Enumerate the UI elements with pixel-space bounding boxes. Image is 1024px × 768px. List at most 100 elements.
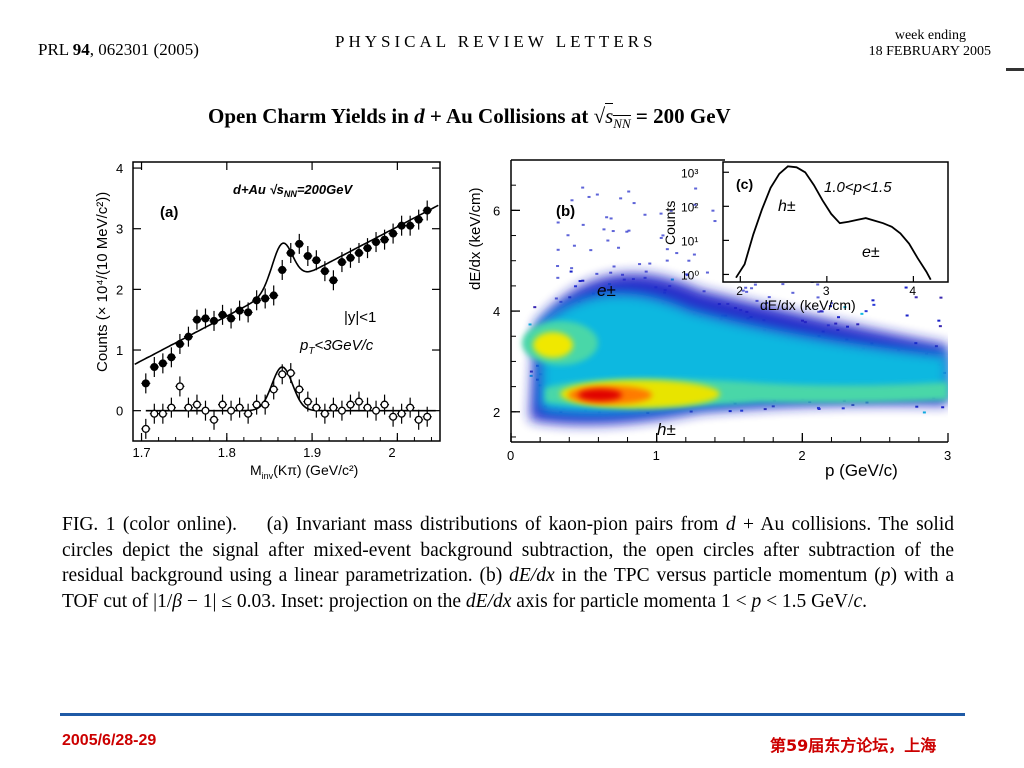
caption-text-8: . (862, 590, 867, 612)
panel-a-system-label: d+Au √sNN=200GeV (233, 182, 353, 199)
b-speckle-sparse (675, 252, 679, 255)
caption-dedx-2: dE/dx (465, 590, 512, 612)
b-ytick-label: 2 (493, 405, 500, 420)
b-speckle (819, 310, 823, 313)
a-point-open (261, 400, 270, 409)
b-speckle (529, 374, 533, 377)
a-ytick-label: 4 (116, 161, 123, 176)
panel-a-ylabel: Counts (× 10⁴/(10 MeV/c²)) (94, 192, 111, 372)
title-d: d (414, 104, 425, 128)
panel-b-h-label: h± (657, 420, 676, 439)
panel-b-xlabel: p (GeV/c) (825, 461, 898, 480)
caption-c: c (853, 590, 863, 612)
a-ytick-label: 3 (116, 222, 123, 237)
a-point-open (389, 412, 398, 421)
b-speckle-sparse (741, 289, 745, 292)
heatmap-e-core (533, 332, 573, 358)
a-point-open (303, 397, 312, 406)
b-speckle-sparse (566, 234, 570, 237)
c-xtick-label: 3 (823, 284, 830, 298)
b-xtick-label: 2 (798, 448, 805, 463)
b-speckle (763, 408, 767, 411)
a-point-filled (312, 256, 321, 265)
journal-name: PHYSICAL REVIEW LETTERS (335, 32, 657, 51)
b-speckle-sparse (570, 199, 574, 202)
b-speckle-sparse (659, 212, 663, 215)
a-point-open (320, 409, 329, 418)
b-speckle-sparse (755, 299, 759, 302)
b-speckle (860, 312, 864, 315)
caption-dedx-1: dE/dx (509, 565, 555, 587)
a-point-open (346, 400, 355, 409)
a-point-filled (167, 353, 176, 362)
b-speckle-sparse (572, 244, 576, 247)
journal-reference: PRL 94, 062301 (2005) (38, 40, 199, 60)
b-speckle (816, 406, 820, 409)
a-point-filled (218, 310, 227, 319)
b-speckle (937, 319, 941, 322)
a-point-open (192, 400, 202, 409)
b-speckle-sparse (692, 253, 696, 256)
a-point-filled (380, 235, 389, 244)
b-speckle (914, 296, 918, 299)
title-text-2: + Au Collisions at (424, 104, 594, 128)
b-speckle-sparse (687, 259, 691, 262)
b-ytick-label: 4 (493, 304, 500, 319)
caption-beta: β (172, 590, 182, 612)
b-speckle-sparse (595, 193, 599, 196)
caption-text-2: + Au collisions. The solid circles depic… (62, 514, 954, 587)
caption-text-4: ) with a TOF cut of |1/ (62, 565, 955, 612)
week-ending: week ending (894, 28, 966, 43)
b-speckle (829, 305, 833, 308)
b-speckle (864, 310, 868, 313)
a-point-open (414, 415, 423, 424)
b-speckle-sparse (817, 310, 821, 313)
journal-ref-suffix: , 062301 (2005) (89, 40, 199, 59)
b-speckle (843, 306, 847, 309)
b-speckle (528, 323, 532, 326)
b-speckle-sparse (745, 290, 749, 293)
a-point-open (397, 409, 406, 418)
title-sub-nn: NN (613, 115, 631, 132)
journal-volume: 94 (72, 40, 90, 59)
b-speckle-sparse (587, 195, 591, 198)
b-speckle-sparse (765, 301, 769, 304)
a-point-filled (320, 267, 329, 276)
b-speckle-sparse (632, 202, 636, 205)
b-speckle (841, 407, 845, 410)
a-point-filled (150, 362, 159, 372)
panel-b-e-label: e± (597, 281, 616, 300)
panel-a-xlabel: Minv(Kπ) (GeV/c²) (250, 462, 358, 481)
b-speckle-sparse (556, 276, 560, 279)
a-point-filled (141, 379, 150, 388)
b-speckle-sparse (581, 186, 585, 189)
a-point-filled (201, 314, 210, 323)
a-point-open (295, 385, 304, 394)
a-point-filled (175, 339, 184, 349)
b-speckle (581, 279, 585, 282)
a-point-open (244, 409, 253, 418)
footer-date: 2005/6/28-29 (62, 732, 157, 749)
article-title: Open Charm Yields in d + Au Collisions a… (208, 103, 731, 132)
caption-text-1: (a) Invariant mass distributions of kaon… (266, 514, 726, 535)
b-speckle-sparse (713, 220, 717, 223)
a-point-filled (346, 253, 355, 262)
a-point-open (423, 412, 432, 421)
b-speckle (938, 325, 942, 328)
b-speckle-sparse (605, 216, 609, 219)
journal-ref-prefix: PRL (38, 40, 73, 59)
a-point-filled (397, 221, 406, 230)
caption-p-1: p (880, 565, 891, 587)
panel-a-ticks: 1.7 1.8 1.9 2 0 1 2 3 4 (116, 161, 440, 460)
a-point-open (329, 403, 338, 412)
panel-c-h-label: h± (778, 198, 796, 215)
b-speckle-sparse (644, 270, 648, 273)
a-point-open (380, 400, 389, 409)
a-xtick-label: 1.8 (218, 445, 236, 460)
b-speckle (939, 296, 943, 299)
a-point-filled (244, 308, 253, 317)
c-xtick-label: 2 (736, 284, 743, 298)
b-speckle-sparse (556, 265, 560, 268)
a-point-filled (406, 221, 415, 230)
a-point-filled (278, 265, 287, 275)
